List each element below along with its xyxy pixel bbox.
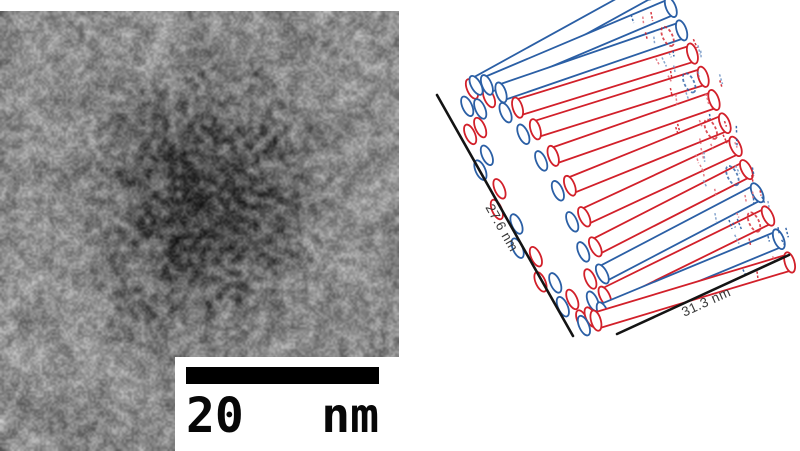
- cylinder-bundle: [460, 0, 797, 337]
- scale-bar: 20 nm: [175, 357, 399, 451]
- width-dimension-line: [615, 253, 791, 336]
- scale-bar-label: 20 nm: [186, 388, 553, 444]
- scale-bar-line: [186, 367, 379, 384]
- scale-bar-number: 20: [186, 388, 244, 444]
- scale-bar-unit: nm: [321, 388, 379, 444]
- height-dimension-line: [435, 93, 575, 338]
- cylinder-bundle-schematic: 27.6 nm 31.3 nm: [435, 0, 797, 338]
